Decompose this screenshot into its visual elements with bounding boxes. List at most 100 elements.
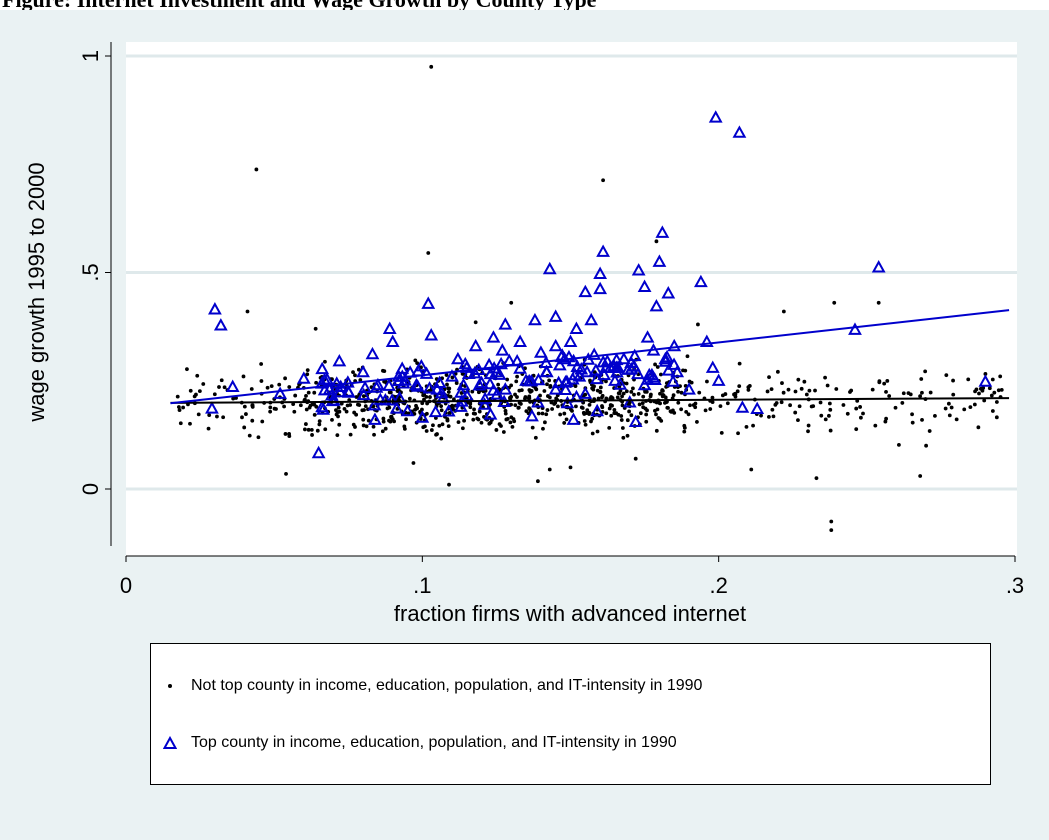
- point-not-top-cloud: [175, 394, 180, 399]
- point-not-top-cloud: [797, 404, 802, 409]
- point-not-top-cloud: [996, 388, 1001, 393]
- point-not-top-cloud: [471, 417, 476, 422]
- point-not-top-cloud: [629, 390, 634, 394]
- point-not-top-cloud: [342, 406, 347, 411]
- point-top-cloud: [494, 356, 509, 370]
- point-not-top-cloud: [579, 405, 584, 410]
- point-top-cloud: [441, 404, 456, 417]
- point-top: [649, 299, 664, 312]
- point-not-top-cloud: [361, 417, 366, 422]
- point-top: [311, 445, 326, 459]
- point-not-top-cloud: [710, 400, 715, 405]
- point-not-top-cloud: [222, 385, 227, 390]
- point-not-top-cloud: [684, 409, 689, 414]
- point-not-top-cloud: [590, 431, 595, 436]
- point-top: [682, 382, 696, 395]
- point-not-top-cloud: [188, 388, 193, 393]
- point-not-top-cloud: [354, 412, 359, 417]
- point-not-top-cloud: [607, 406, 612, 411]
- point-top: [599, 360, 613, 373]
- point-not-top-cloud: [858, 405, 862, 409]
- point-not-top: [829, 528, 834, 533]
- point-not-top-cloud: [544, 412, 549, 417]
- point-not-top-cloud: [317, 422, 322, 427]
- point-not-top-cloud: [358, 378, 363, 382]
- point-not-top-cloud: [629, 413, 634, 418]
- point-top: [332, 354, 347, 367]
- point-not-top-cloud: [468, 405, 473, 410]
- point-not-top-cloud: [439, 408, 444, 413]
- point-not-top-cloud: [450, 403, 455, 408]
- point-not-top-cloud: [588, 378, 592, 383]
- point-not-top-cloud: [185, 367, 189, 372]
- point-not-top-cloud: [600, 395, 604, 400]
- point-top: [548, 338, 563, 352]
- point-not-top-cloud: [396, 387, 401, 392]
- point-not-top-cloud: [765, 389, 770, 394]
- point-not-top-cloud: [462, 418, 466, 423]
- point-not-top-cloud: [610, 403, 614, 408]
- point-not-top-cloud: [799, 386, 804, 391]
- point-top: [525, 408, 539, 422]
- point-top-cloud: [648, 372, 662, 385]
- point-not-top-cloud: [897, 442, 901, 447]
- point-top-cloud: [419, 366, 434, 379]
- point-not-top-cloud: [356, 402, 360, 407]
- point-not-top-cloud: [951, 378, 955, 383]
- point-top: [848, 322, 862, 335]
- point-top: [415, 410, 430, 423]
- point-not-top-cloud: [514, 379, 519, 384]
- point-not-top-cloud: [877, 379, 882, 384]
- x-tick-label-2: .2: [709, 573, 727, 598]
- point-not-top-cloud: [775, 369, 780, 374]
- grid-lines: [126, 54, 1017, 491]
- point-not-top-cloud: [317, 419, 322, 424]
- point-not-top-cloud: [592, 370, 597, 375]
- point-not-top-cloud: [653, 362, 657, 367]
- point-not-top-cloud: [351, 370, 355, 375]
- point-not-top-cloud: [440, 422, 445, 427]
- point-not-top-cloud: [505, 417, 510, 421]
- point-not-top-cloud: [600, 405, 605, 410]
- y-tick-label-1: .5: [78, 263, 103, 281]
- point-not-top: [781, 309, 786, 314]
- point-not-top-cloud: [562, 411, 567, 416]
- point-not-top-cloud: [335, 433, 340, 438]
- point-not-top: [426, 251, 431, 255]
- point-not-top-cloud: [344, 409, 349, 414]
- point-not-top-cloud: [242, 425, 247, 430]
- point-not-top: [654, 239, 659, 244]
- point-not-top-cloud: [177, 408, 182, 412]
- point-not-top-cloud: [686, 412, 691, 417]
- point-top-cloud: [422, 381, 437, 394]
- point-not-top-cloud: [381, 416, 386, 421]
- point-not-top-cloud: [528, 389, 533, 394]
- point-top: [578, 284, 593, 298]
- point-not-top-cloud: [221, 415, 226, 420]
- point-top: [273, 386, 287, 399]
- point-not-top-cloud: [446, 386, 450, 391]
- point-not-top-cloud: [259, 379, 264, 383]
- point-top-cloud: [624, 361, 639, 375]
- point-not-top-cloud: [336, 405, 341, 410]
- point-not-top: [473, 320, 478, 325]
- point-not-top-cloud: [503, 408, 508, 413]
- point-not-top-cloud: [439, 436, 444, 441]
- point-not-top-cloud: [315, 428, 320, 433]
- point-not-top-cloud: [364, 424, 369, 429]
- point-not-top-cloud: [244, 412, 248, 416]
- point-top: [637, 279, 652, 292]
- point-top: [474, 375, 489, 389]
- point-not-top-cloud: [682, 425, 687, 430]
- point-top: [655, 225, 670, 238]
- point-not-top-cloud: [770, 407, 775, 412]
- point-not-top-cloud: [676, 389, 680, 394]
- point-not-top-cloud: [527, 406, 532, 411]
- point-not-top-cloud: [402, 426, 407, 431]
- point-not-top-cloud: [994, 415, 999, 420]
- point-not-top-cloud: [612, 408, 617, 412]
- point-not-top-cloud: [546, 394, 550, 398]
- point-not-top-cloud: [806, 429, 810, 434]
- point-not-top-cloud: [849, 388, 854, 393]
- point-top: [750, 401, 765, 415]
